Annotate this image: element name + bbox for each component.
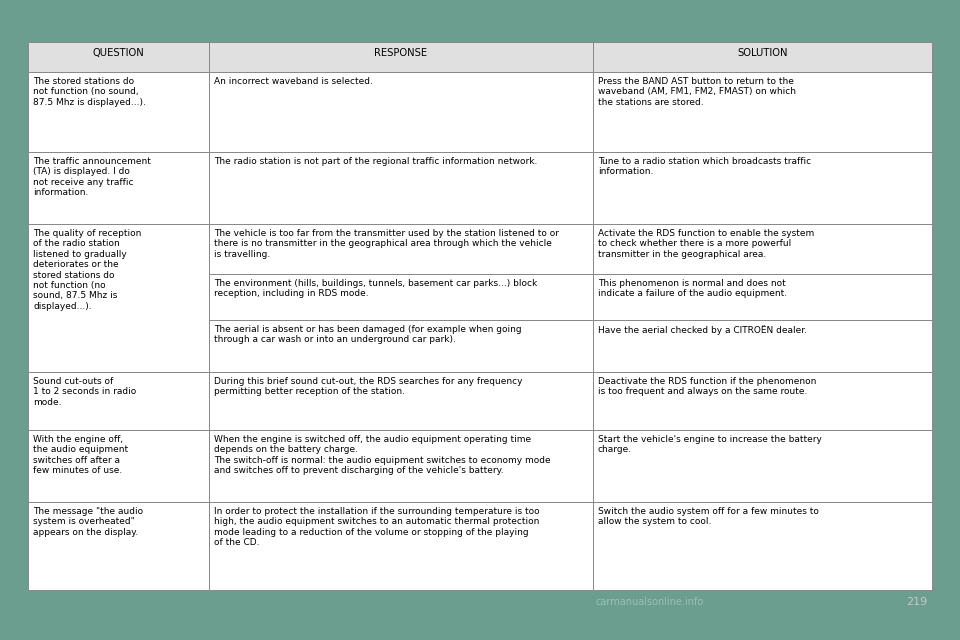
Bar	[28, 72, 209, 152]
Bar	[209, 72, 593, 152]
Text: The message "the audio
system is overheated"
appears on the display.: The message "the audio system is overhea…	[33, 507, 143, 537]
Text: The radio station is not part of the regional traffic information network.: The radio station is not part of the reg…	[214, 157, 538, 166]
Text: Switch the audio system off for a few minutes to
allow the system to cool.: Switch the audio system off for a few mi…	[598, 507, 819, 526]
Bar	[28, 502, 209, 590]
Bar	[209, 372, 593, 430]
Text: During this brief sound cut-out, the RDS searches for any frequency
permitting b: During this brief sound cut-out, the RDS…	[214, 377, 522, 396]
Text: carmanualsonline.info: carmanualsonline.info	[595, 597, 704, 607]
Bar	[28, 372, 209, 430]
Bar	[209, 430, 593, 502]
Text: The stored stations do
not function (no sound,
87.5 Mhz is displayed...).: The stored stations do not function (no …	[33, 77, 146, 107]
Bar	[209, 320, 593, 372]
Bar	[209, 42, 593, 72]
Text: This phenomenon is normal and does not
indicate a failure of the audio equipment: This phenomenon is normal and does not i…	[598, 279, 787, 298]
Bar	[28, 224, 209, 372]
Text: Press the BAND AST button to return to the
waveband (AM, FM1, FM2, FMAST) on whi: Press the BAND AST button to return to t…	[598, 77, 796, 107]
Text: The traffic announcement
(TA) is displayed. I do
not receive any traffic
informa: The traffic announcement (TA) is display…	[33, 157, 151, 197]
Text: RESPONSE: RESPONSE	[374, 48, 427, 58]
Text: Activate the RDS function to enable the system
to check whether there is a more : Activate the RDS function to enable the …	[598, 229, 814, 259]
Text: An incorrect waveband is selected.: An incorrect waveband is selected.	[214, 77, 372, 86]
Bar	[593, 72, 932, 152]
Bar	[209, 502, 593, 590]
Bar	[593, 320, 932, 372]
Bar	[28, 42, 209, 72]
Text: Have the aerial checked by a CITROËN dealer.: Have the aerial checked by a CITROËN dea…	[598, 325, 807, 335]
Text: QUESTION: QUESTION	[92, 48, 144, 58]
Bar	[209, 152, 593, 224]
Text: SOLUTION: SOLUTION	[737, 48, 788, 58]
Text: Sound cut-outs of
1 to 2 seconds in radio
mode.: Sound cut-outs of 1 to 2 seconds in radi…	[33, 377, 136, 407]
Bar	[593, 274, 932, 320]
Text: The environment (hills, buildings, tunnels, basement car parks...) block
recepti: The environment (hills, buildings, tunne…	[214, 279, 537, 298]
Bar	[28, 430, 209, 502]
Text: Tune to a radio station which broadcasts traffic
information.: Tune to a radio station which broadcasts…	[598, 157, 811, 177]
Bar	[593, 42, 932, 72]
Bar	[593, 152, 932, 224]
Text: When the engine is switched off, the audio equipment operating time
depends on t: When the engine is switched off, the aud…	[214, 435, 550, 475]
Bar	[593, 502, 932, 590]
Bar	[28, 152, 209, 224]
Text: Start the vehicle's engine to increase the battery
charge.: Start the vehicle's engine to increase t…	[598, 435, 822, 454]
Text: Deactivate the RDS function if the phenomenon
is too frequent and always on the : Deactivate the RDS function if the pheno…	[598, 377, 816, 396]
Bar	[593, 372, 932, 430]
Text: 219: 219	[905, 597, 927, 607]
Text: The vehicle is too far from the transmitter used by the station listened to or
t: The vehicle is too far from the transmit…	[214, 229, 559, 259]
Text: The quality of reception
of the radio station
listened to gradually
deteriorates: The quality of reception of the radio st…	[33, 229, 141, 311]
Text: The aerial is absent or has been damaged (for example when going
through a car w: The aerial is absent or has been damaged…	[214, 325, 521, 344]
Bar	[593, 430, 932, 502]
Text: In order to protect the installation if the surrounding temperature is too
high,: In order to protect the installation if …	[214, 507, 540, 547]
Bar	[209, 274, 593, 320]
Bar	[209, 224, 593, 274]
Bar	[593, 224, 932, 274]
Text: With the engine off,
the audio equipment
switches off after a
few minutes of use: With the engine off, the audio equipment…	[33, 435, 128, 475]
